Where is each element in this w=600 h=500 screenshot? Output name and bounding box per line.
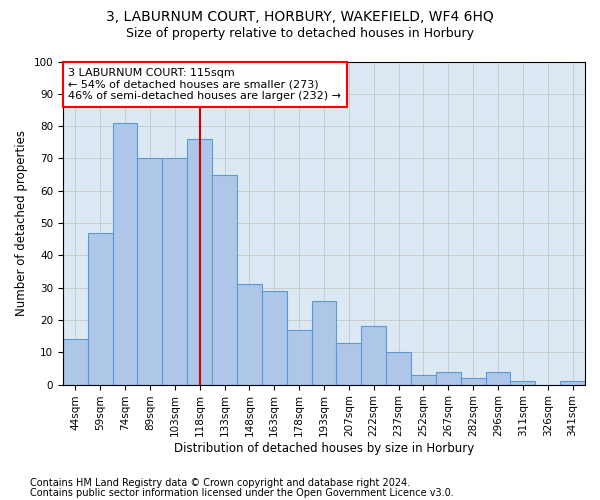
Y-axis label: Number of detached properties: Number of detached properties	[15, 130, 28, 316]
Bar	[262, 291, 287, 384]
Bar	[163, 158, 187, 384]
Bar	[212, 174, 237, 384]
Bar	[187, 139, 212, 384]
Bar	[485, 372, 511, 384]
Bar	[88, 232, 113, 384]
Text: 3, LABURNUM COURT, HORBURY, WAKEFIELD, WF4 6HQ: 3, LABURNUM COURT, HORBURY, WAKEFIELD, W…	[106, 10, 494, 24]
Bar	[386, 352, 411, 384]
Bar	[461, 378, 485, 384]
Bar	[237, 284, 262, 384]
Bar	[411, 375, 436, 384]
Bar	[361, 326, 386, 384]
Text: Contains HM Land Registry data © Crown copyright and database right 2024.: Contains HM Land Registry data © Crown c…	[30, 478, 410, 488]
Bar	[63, 340, 88, 384]
Bar	[560, 382, 585, 384]
Bar	[287, 330, 311, 384]
Text: 3 LABURNUM COURT: 115sqm
← 54% of detached houses are smaller (273)
46% of semi-: 3 LABURNUM COURT: 115sqm ← 54% of detach…	[68, 68, 341, 101]
Bar	[511, 382, 535, 384]
Bar	[137, 158, 163, 384]
X-axis label: Distribution of detached houses by size in Horbury: Distribution of detached houses by size …	[174, 442, 474, 455]
Bar	[436, 372, 461, 384]
Bar	[311, 300, 337, 384]
Bar	[113, 123, 137, 384]
Text: Contains public sector information licensed under the Open Government Licence v3: Contains public sector information licen…	[30, 488, 454, 498]
Bar	[337, 342, 361, 384]
Text: Size of property relative to detached houses in Horbury: Size of property relative to detached ho…	[126, 28, 474, 40]
